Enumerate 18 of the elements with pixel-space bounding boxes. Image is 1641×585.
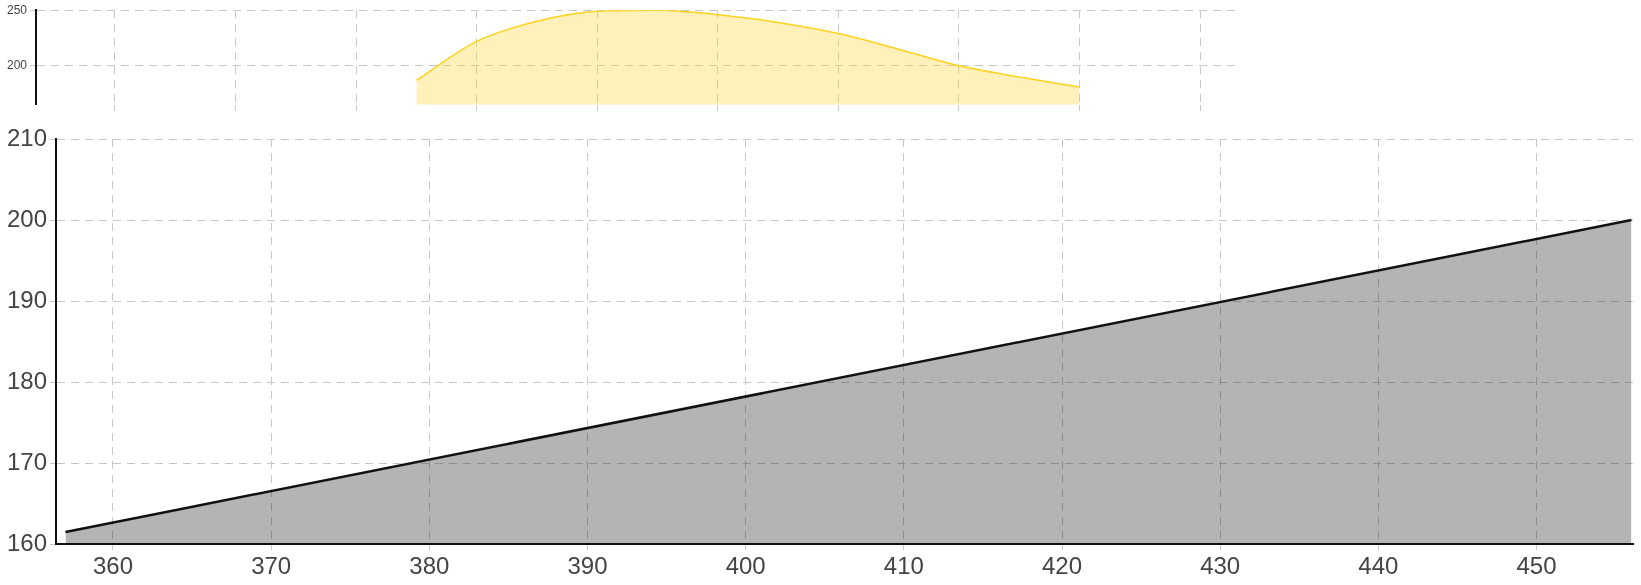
y-tick-label: 180 [7,366,48,394]
y-tick-label: 170 [7,447,48,475]
x-tick-label: 380 [409,552,450,580]
x-tick-label: 390 [567,552,608,580]
x-tick-label: 400 [725,552,766,580]
x-tick-label: 440 [1358,552,1399,580]
y-tick-label: 210 [7,123,48,151]
y-tick-label: 200 [7,204,48,232]
x-tick-label: 420 [1041,552,1083,580]
x-tick-label: 360 [92,552,134,580]
x-tick-label: 370 [251,552,292,580]
y-tick-label: 200 [6,58,28,73]
y-tick-label: 160 [7,528,48,556]
x-tick-label: 410 [883,552,924,580]
x-tick-label: 450 [1516,552,1557,580]
y-tick-label: 190 [7,285,48,313]
y-tick-label: 250 [6,2,28,17]
x-tick-label: 430 [1200,552,1241,580]
